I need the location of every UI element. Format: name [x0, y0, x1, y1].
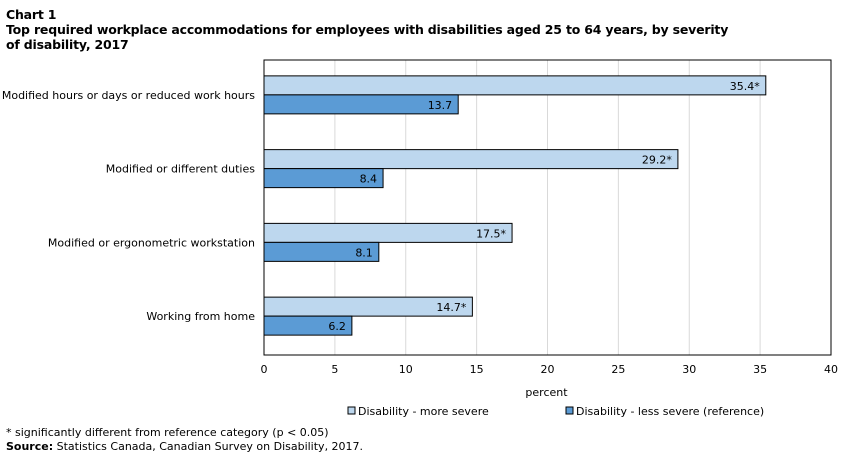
x-tick-label: 35 [753, 363, 767, 376]
legend-swatch-more-severe [347, 406, 356, 415]
category-label: Modified hours or days or reduced work h… [2, 89, 255, 102]
bar-value-label: 29.2* [642, 154, 672, 167]
category-labels: Modified hours or days or reduced work h… [2, 89, 255, 323]
category-label: Modified or different duties [106, 163, 255, 176]
bar-value-label: 8.4 [360, 173, 378, 186]
source-note: Source: Statistics Canada, Canadian Surv… [6, 440, 363, 454]
chart-title-line-2: of disability, 2017 [6, 37, 129, 52]
category-label: Working from home [146, 310, 255, 323]
plot-frame [263, 59, 832, 356]
bar-value-label: 13.7 [428, 99, 453, 112]
chart-title-line-1: Top required workplace accommodations fo… [6, 22, 729, 37]
bar-value-label: 14.7* [436, 301, 466, 314]
footnote: * significantly different from reference… [6, 426, 363, 454]
x-tick-label: 0 [261, 363, 268, 376]
x-tick-label: 20 [541, 363, 555, 376]
category-label: Modified or ergonometric workstation [48, 236, 255, 249]
x-tick-label: 30 [682, 363, 696, 376]
significance-note: * significantly different from reference… [6, 426, 329, 439]
x-tick-label: 25 [611, 363, 625, 376]
x-tick-label: 5 [331, 363, 338, 376]
bar-value-label: 6.2 [328, 320, 346, 333]
x-tick-label: 15 [470, 363, 484, 376]
chart-number: Chart 1 [6, 7, 57, 22]
bar-value-label: 17.5* [476, 227, 506, 240]
source-text: Statistics Canada, Canadian Survey on Di… [53, 440, 364, 453]
chart-title-block: Chart 1 Top required workplace accommoda… [6, 7, 728, 52]
x-tick-label: 10 [399, 363, 413, 376]
legend-label: Disability - more severe [358, 405, 489, 418]
legend: Disability - more severe Disability - les… [347, 405, 764, 418]
bar-more-severe [263, 222, 513, 243]
x-axis-title: percent [525, 386, 568, 399]
source-label: Source: [6, 440, 54, 453]
bar-more-severe [263, 149, 679, 170]
x-tick-labels: 0 5 10 15 20 25 30 35 40 [261, 363, 839, 376]
bar-more-severe [263, 75, 767, 96]
legend-swatch-less-severe [565, 406, 574, 415]
legend-label: Disability - less severe (reference) [576, 405, 764, 418]
bar-value-label: 8.1 [355, 246, 373, 259]
bars: 35.4* 13.7 29.2* 8.4 17.5* 8.1 14.7* 6.2 [263, 75, 767, 336]
x-tick-label: 40 [824, 363, 838, 376]
bar-value-label: 35.4* [730, 80, 760, 93]
